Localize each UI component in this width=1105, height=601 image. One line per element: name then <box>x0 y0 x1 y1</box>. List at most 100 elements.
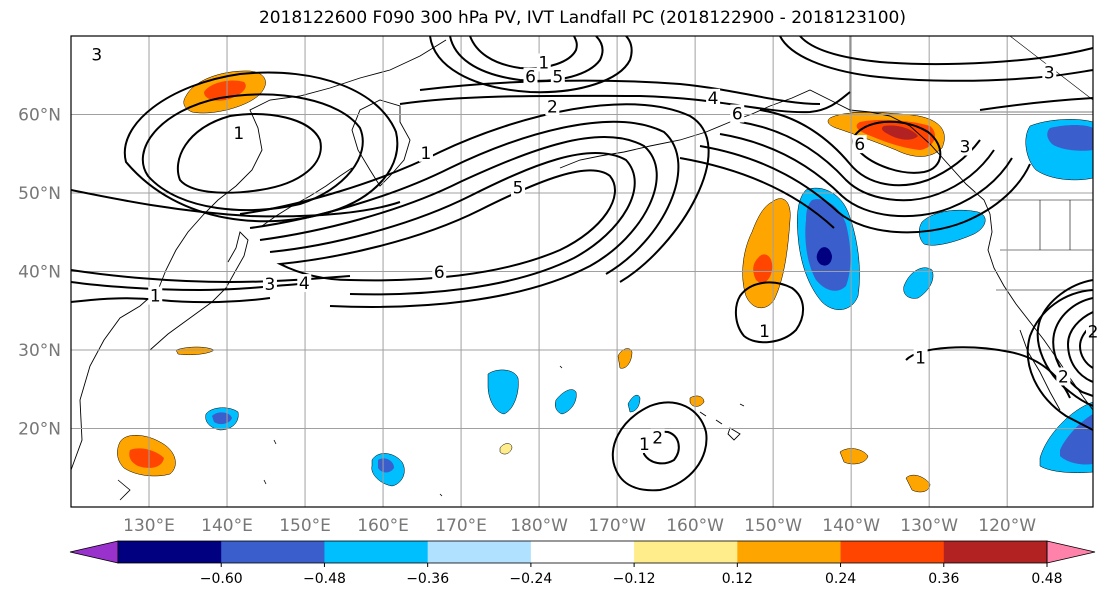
shade-plume-neg-core <box>816 247 832 266</box>
contour-label-bg <box>523 67 538 86</box>
contour-label-bg <box>297 274 312 293</box>
coast-islands <box>117 365 745 501</box>
contour-label: 1 <box>421 144 432 164</box>
contour-sw-1 <box>1036 279 1093 407</box>
colorbar-segment <box>118 541 222 563</box>
colorbar-segment <box>530 541 635 563</box>
shade-sub-pos-5 <box>839 448 869 465</box>
colorbar-segment <box>840 541 945 563</box>
contour-label: 3 <box>1044 64 1055 84</box>
contour-2-arc <box>399 91 851 114</box>
lon-label: 170°W <box>588 516 646 536</box>
contour-label-bg <box>545 97 560 116</box>
contour-3-ring <box>71 189 401 218</box>
ivt-shading <box>117 70 1093 493</box>
colorbar-segment <box>634 541 738 563</box>
coast-kamchatka <box>351 99 411 187</box>
colorbar-segment <box>737 541 842 563</box>
contour-sw-2 <box>1052 297 1093 397</box>
colorbar-segment <box>221 541 325 563</box>
latitude-labels: 20°N 30°N 40°N 50°N 60°N <box>18 106 61 440</box>
contour-band-a <box>276 169 616 282</box>
contour-alaska-3 <box>719 133 1013 218</box>
contour-jet-2 <box>141 93 364 212</box>
contour-alaska-2 <box>739 121 995 202</box>
shade-sub-pos-6 <box>905 474 931 493</box>
contour-label-bg <box>730 104 745 123</box>
lon-label: 160°E <box>357 516 409 536</box>
contour-alaska-4 <box>699 145 1031 234</box>
contour-label: 6 <box>434 263 445 283</box>
contour-label-bg <box>958 137 973 156</box>
shade-sub-neg-3 <box>627 394 641 413</box>
colorbar-tick-label: 0.36 <box>928 571 959 587</box>
coastlines <box>71 36 1093 501</box>
contour-alaska-1 <box>759 109 981 187</box>
colorbar-extend-low <box>69 540 119 564</box>
colorbar-tick-label: 0.48 <box>1031 571 1062 587</box>
contour-top-2 <box>469 36 578 70</box>
contour-label: 6 <box>854 135 865 155</box>
colorbar-tick-label: −0.36 <box>406 571 449 587</box>
colorbar: −0.60 −0.48 −0.36 −0.24 −0.12 0.12 0.24 0.36 0.4… <box>69 540 1096 587</box>
colorbar-segment <box>324 541 429 563</box>
contour-label-bg <box>637 434 652 453</box>
contour-label: 2 <box>547 97 558 117</box>
coast-japan <box>149 231 249 351</box>
contour-band-b <box>269 152 636 296</box>
contour-label-bg <box>536 53 551 72</box>
contour-label-bg <box>148 286 163 305</box>
coast-mexico <box>1019 329 1061 411</box>
map-frame <box>70 35 1094 508</box>
shade-sub-pos-2 <box>175 346 215 356</box>
shade-sub-neg-1 <box>487 369 519 415</box>
contour-band-e <box>239 103 710 283</box>
contour-label: 1 <box>233 124 244 144</box>
contour-label: 4 <box>708 89 719 109</box>
shade-sub-pos-3 <box>617 348 633 369</box>
contour-label: 1 <box>915 349 926 369</box>
shade-plume-neg-mid <box>805 199 851 291</box>
colorbar-segment <box>943 541 1048 563</box>
contour-label-bg <box>1042 63 1057 82</box>
lon-label: 140°W <box>822 516 880 536</box>
contour-label: 5 <box>552 68 563 88</box>
contour-label: 1 <box>639 435 650 455</box>
contour-sw-5 <box>1026 289 1093 431</box>
contour-jet-3 <box>123 71 399 223</box>
contour-label-bg <box>852 135 867 154</box>
contour-label: 4 <box>299 274 310 294</box>
coast-hawaii <box>699 411 741 441</box>
contour-label: 3 <box>960 137 971 157</box>
lon-label: 170°E <box>435 516 487 536</box>
contour-4-west <box>71 269 351 284</box>
shade-sub-pos-4 <box>689 395 705 407</box>
contour-1-west <box>71 297 271 304</box>
contour-alaska-5 <box>679 157 835 229</box>
contour-label-bg <box>511 178 526 197</box>
shade-plume-pos <box>742 198 791 308</box>
lon-label: 150°W <box>744 516 802 536</box>
contour-ne-1 <box>779 36 1093 82</box>
longitude-labels: 130°E 140°E 150°E 160°E 170°E 180°W 170°W 160°W… <box>123 516 1036 536</box>
shade-plume-pos-core <box>753 254 773 283</box>
colorbar-tick-label: −0.48 <box>303 571 346 587</box>
coast-alaska <box>769 89 991 215</box>
contour-top-3 <box>429 36 633 94</box>
shade-sub-pos-7 <box>499 443 513 455</box>
contour-ne-3 <box>979 97 1093 111</box>
contour-label-bg <box>650 428 665 447</box>
colorbar-tick-label: −0.60 <box>200 571 243 587</box>
lon-label: 180°W <box>510 516 568 536</box>
contour-label: 1 <box>150 287 161 307</box>
contour-label-bg <box>550 67 565 86</box>
contour-label: 3 <box>265 275 276 295</box>
colorbar-tick-label: −0.12 <box>613 571 656 587</box>
pv-contours <box>71 36 1093 492</box>
contour-label: 5 <box>513 178 524 198</box>
contour-label: 1 <box>759 322 770 342</box>
contour-label-bg <box>432 263 447 282</box>
